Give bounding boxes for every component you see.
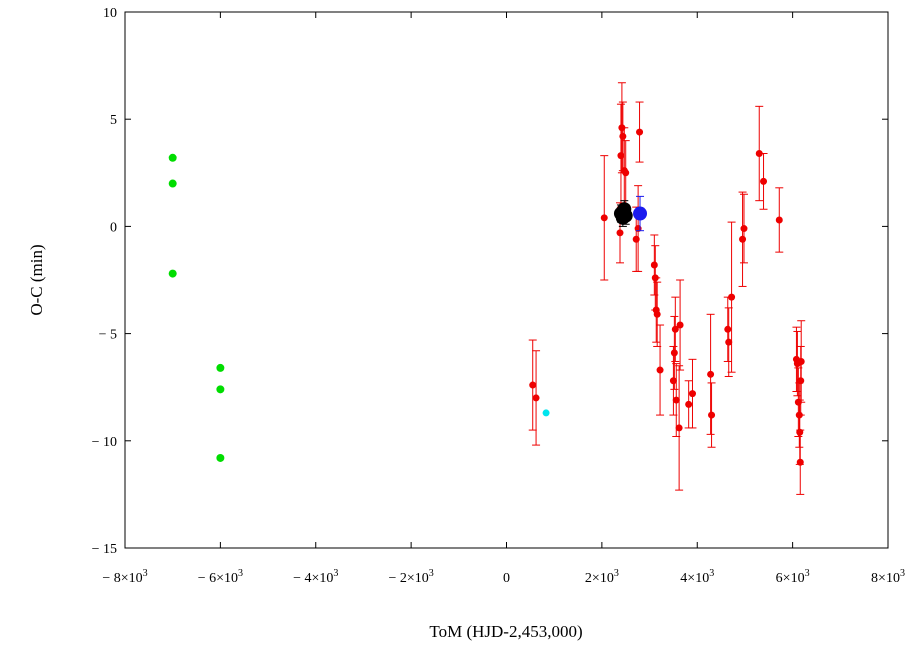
data-point <box>216 453 225 462</box>
x-tick-label: 2×103 <box>585 568 619 586</box>
x-tick-label-exponent: 3 <box>709 568 714 579</box>
data-point <box>671 325 679 333</box>
x-tick-label-mantissa: 4×10 <box>680 571 709 586</box>
tick-labels: − 8×103− 6×103− 4×103− 2×103 0 2×103 4×103 6… <box>92 6 905 586</box>
x-tick-label-mantissa: 8×10 <box>871 571 900 586</box>
x-tick-label-mantissa: 6×10 <box>776 571 805 586</box>
data-point <box>633 206 648 221</box>
data-point <box>618 208 633 223</box>
x-axis-title: ToM (HJD-2,453,000) <box>429 622 582 641</box>
data-point <box>670 349 678 357</box>
x-tick-label-exponent: 3 <box>900 568 905 579</box>
x-tick-label-mantissa: − 8×10 <box>102 571 142 586</box>
plot-frame <box>124 11 889 549</box>
x-tick-label-mantissa: 2×10 <box>585 571 614 586</box>
data-point <box>616 229 624 237</box>
data-point <box>656 366 664 374</box>
x-tick-label: 6×103 <box>776 568 810 586</box>
data-point <box>622 169 630 177</box>
data-point <box>760 177 768 185</box>
x-tick-label-exponent: 3 <box>805 568 810 579</box>
y-tick-label: − 10 <box>92 435 117 450</box>
x-tick-label-exponent: 3 <box>429 568 434 579</box>
data-point <box>542 409 550 417</box>
x-tick-label-mantissa: − 6×10 <box>198 571 238 586</box>
data-point <box>672 396 680 404</box>
data-point <box>632 235 640 243</box>
data-point <box>532 394 540 402</box>
data-point <box>725 338 733 346</box>
data-point <box>168 179 177 188</box>
x-tick-label-exponent: 3 <box>238 568 243 579</box>
x-tick-label: 0 <box>503 571 510 586</box>
data-marks <box>168 82 806 495</box>
x-tick-label-mantissa: − 4×10 <box>293 571 333 586</box>
data-point <box>619 132 627 140</box>
data-point <box>755 150 763 158</box>
data-point <box>529 381 537 389</box>
x-tick-label: 8×103 <box>871 568 905 586</box>
data-point <box>168 269 177 278</box>
data-point <box>675 424 683 432</box>
data-point <box>669 377 677 385</box>
data-point <box>636 128 644 136</box>
y-tick-label: 10 <box>103 6 117 21</box>
data-point <box>797 357 805 365</box>
data-point <box>617 152 625 160</box>
data-point <box>728 293 736 301</box>
x-tick-label-mantissa: 0 <box>503 571 510 586</box>
x-tick-label: − 4×103 <box>293 568 338 586</box>
x-tick-label: 4×103 <box>680 568 714 586</box>
x-tick-label: − 6×103 <box>198 568 243 586</box>
y-tick-label: − 15 <box>92 542 117 557</box>
data-point <box>168 153 177 162</box>
axis-ticks <box>124 11 889 549</box>
data-point <box>685 400 693 408</box>
data-point <box>650 261 658 269</box>
data-point <box>653 310 661 318</box>
x-tick-label-exponent: 3 <box>614 568 619 579</box>
data-point <box>707 370 715 378</box>
x-tick-label: − 8×103 <box>102 568 147 586</box>
data-point <box>688 390 696 398</box>
data-point <box>216 385 225 394</box>
data-point <box>740 225 748 233</box>
y-tick-label: 0 <box>110 220 117 235</box>
data-point <box>708 411 716 419</box>
x-tick-label-mantissa: − 2×10 <box>388 571 428 586</box>
data-point <box>216 363 225 372</box>
y-tick-label: − 5 <box>99 328 117 343</box>
x-tick-label-exponent: 3 <box>143 568 148 579</box>
data-point <box>739 235 747 243</box>
data-point <box>600 214 608 222</box>
data-point <box>676 321 684 329</box>
y-tick-label: 5 <box>110 113 117 128</box>
x-tick-label: − 2×103 <box>388 568 433 586</box>
data-point <box>724 325 732 333</box>
x-tick-label-exponent: 3 <box>333 568 338 579</box>
data-point <box>775 216 783 224</box>
y-axis-title: O-C (min) <box>27 244 46 315</box>
data-point <box>796 458 804 466</box>
